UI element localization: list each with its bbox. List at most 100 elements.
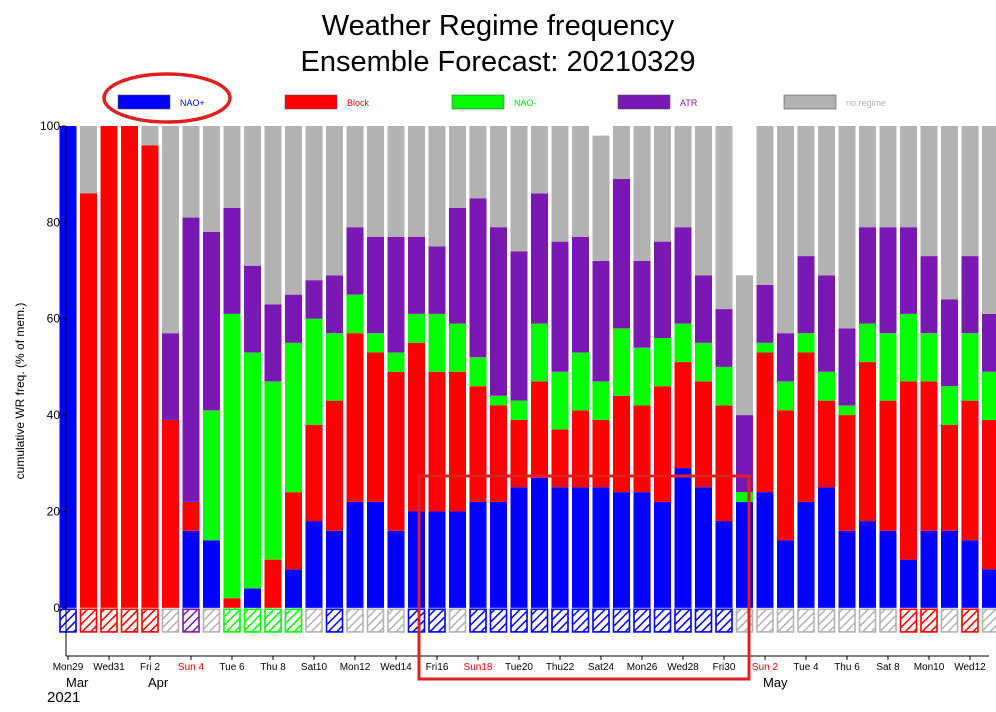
bar-atr-day27 xyxy=(613,179,630,329)
legend-swatch-no-regime xyxy=(783,94,837,110)
bar-no-regime-day31 xyxy=(695,126,712,276)
bar-no-regime-day14 xyxy=(346,126,364,228)
y-axis-label: cumulative WR freq. (% of mem.) xyxy=(13,303,27,480)
dominant-regime-marker-day36 xyxy=(797,608,815,633)
bar-no-regime-day24 xyxy=(551,126,569,242)
dominant-regime-marker-day37 xyxy=(817,608,836,633)
dominant-regime-marker-day3 xyxy=(120,608,139,633)
bar-atr-day42 xyxy=(920,256,938,334)
bar-nao--day16 xyxy=(387,352,405,372)
axes-layer: 0 20 40 60 80 100 cumulative WR freq. (% of me… xyxy=(13,119,989,706)
bar-no-regime-day41 xyxy=(900,126,917,228)
bar-atr-day32 xyxy=(715,309,733,367)
bar-atr-day33 xyxy=(736,415,753,493)
x-tick-label-day12: Sat10 xyxy=(301,662,328,673)
y-tick-label-60: 60 xyxy=(47,312,61,326)
bar-nao--day29 xyxy=(654,501,671,608)
legend-label-atr: ATR xyxy=(680,98,698,108)
bar-block-day30 xyxy=(674,362,692,469)
bar-atr-day38 xyxy=(838,328,856,406)
dominant-regime-marker-day18 xyxy=(428,608,446,633)
bar-no-regime-day19 xyxy=(449,126,466,208)
bar-nao--day14 xyxy=(346,294,364,334)
dominant-regime-marker-day26 xyxy=(592,608,610,633)
bar-nao--day26 xyxy=(592,381,610,420)
bar-atr-day24 xyxy=(551,241,569,372)
dominant-regime-marker-day7 xyxy=(202,608,221,633)
bar-block-day8 xyxy=(223,598,241,608)
x-tick-label-day16: Wed14 xyxy=(380,662,412,673)
bar-atr-day12 xyxy=(305,280,323,319)
bar-block-day10 xyxy=(264,559,282,608)
bar-no-regime-day10 xyxy=(264,126,282,305)
bar-atr-day20 xyxy=(469,198,487,358)
bar-nao--day18 xyxy=(428,313,446,372)
dominant-regime-marker-day2 xyxy=(100,608,118,633)
bar-nao--day30 xyxy=(674,323,692,363)
dominant-regime-marker-day44 xyxy=(961,608,979,633)
dominant-regime-marker-day28 xyxy=(633,608,651,633)
bar-nao--day28 xyxy=(633,347,651,406)
bar-atr-day43 xyxy=(941,299,958,387)
bar-block-day12 xyxy=(305,424,323,522)
bar-nao--day38 xyxy=(838,405,856,416)
bar-nao--day22 xyxy=(510,487,528,608)
x-tick-label-day42: Mon10 xyxy=(914,662,945,673)
dominant-regime-marker-day4 xyxy=(141,608,159,633)
dominant-regime-marker-day34 xyxy=(756,608,774,633)
dominant-regime-marker-day21 xyxy=(489,608,508,633)
bar-nao--day16 xyxy=(387,530,405,608)
bar-atr-day17 xyxy=(408,236,425,314)
annotation-layer xyxy=(102,72,751,681)
dominant-regime-marker-day17 xyxy=(407,608,426,633)
bar-nao--day12 xyxy=(305,521,323,608)
bar-nao--day31 xyxy=(695,487,712,608)
bar-nao--day45 xyxy=(982,569,996,608)
bar-block-day20 xyxy=(469,386,487,502)
bar-block-day14 xyxy=(346,333,364,502)
bar-no-regime-day4 xyxy=(141,126,159,146)
dominant-regime-marker-day30 xyxy=(674,608,692,633)
bar-nao--day29 xyxy=(654,338,671,387)
bar-nao--day11 xyxy=(285,342,302,493)
bar-nao--day34 xyxy=(756,342,774,353)
bar-nao--day12 xyxy=(305,318,323,425)
bar-no-regime-day43 xyxy=(941,126,958,300)
legend-swatch-block xyxy=(284,94,338,110)
bar-nao--day45 xyxy=(982,371,996,420)
bar-nao--day17 xyxy=(408,511,425,608)
bar-block-day2 xyxy=(100,126,118,608)
bar-nao--day44 xyxy=(961,540,979,608)
bar-block-day17 xyxy=(408,342,425,512)
bar-no-regime-day5 xyxy=(162,126,179,334)
bar-no-regime-day40 xyxy=(879,126,897,228)
bar-nao--day43 xyxy=(941,386,958,425)
bar-atr-day23 xyxy=(531,193,548,324)
bar-nao--day19 xyxy=(449,323,466,372)
bar-atr-day22 xyxy=(510,251,528,401)
bar-block-day39 xyxy=(859,362,876,522)
bar-no-regime-day45 xyxy=(982,126,996,314)
legend-layer: NAO+ Block NAO- ATR no regime xyxy=(117,94,886,110)
legend-label-nao-: NAO- xyxy=(514,98,537,108)
bar-nao--day32 xyxy=(715,366,733,406)
bar-nao--day41 xyxy=(900,313,917,382)
x-tick-label-day4: Fri 2 xyxy=(140,662,160,673)
annotation-rectangle xyxy=(417,474,751,681)
bar-no-regime-day28 xyxy=(633,126,651,261)
bar-nao--day42 xyxy=(920,333,938,382)
bar-no-regime-day42 xyxy=(920,126,938,257)
bar-nao--day19 xyxy=(449,511,466,608)
bar-nao--day17 xyxy=(408,313,425,343)
legend-swatch-nao- xyxy=(451,94,505,110)
x-tick-label-day14: Mon12 xyxy=(340,662,371,673)
legend-label-block: Block xyxy=(347,98,370,108)
x-tick-label-day26: Sat24 xyxy=(588,662,615,673)
dominant-regime-marker-day35 xyxy=(776,608,795,633)
bar-nao--day25 xyxy=(572,487,589,608)
x-tick-label-day28: Mon26 xyxy=(627,662,658,673)
dominant-regime-marker-day8 xyxy=(223,608,241,633)
bar-block-day15 xyxy=(367,352,384,502)
bar-atr-day29 xyxy=(654,241,671,338)
bar-no-regime-day25 xyxy=(572,126,589,237)
